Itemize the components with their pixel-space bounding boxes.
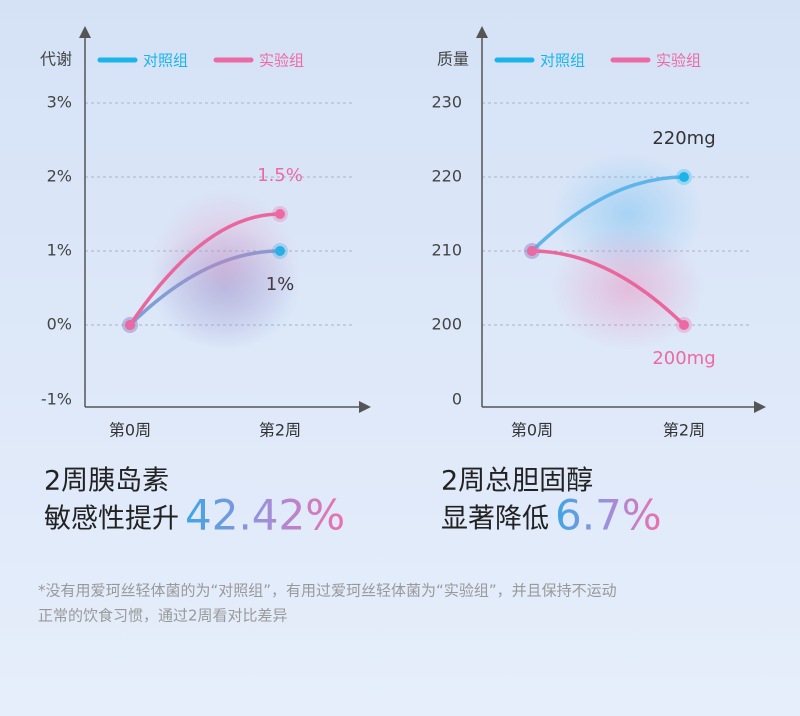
summary-highlight: 42.42% <box>185 491 345 540</box>
legend-label: 实验组 <box>259 52 304 70</box>
summary-text: 敏感性提升 <box>44 504 179 535</box>
value-label: 1.5% <box>257 165 303 186</box>
x-tick-label: 第0周 <box>109 421 151 440</box>
series-line <box>128 212 282 327</box>
value-label: 220mg <box>652 128 715 149</box>
point <box>527 246 537 256</box>
footnote: 正常的饮食习惯，通过2周看对比差异 <box>38 607 288 625</box>
point <box>679 172 689 182</box>
series-line <box>530 249 686 327</box>
x-tick-label: 第0周 <box>511 421 553 440</box>
value-label: 200mg <box>652 348 715 369</box>
point <box>679 320 689 330</box>
footnote: *没有用爱珂丝轻体菌的为“对照组”，有用过爱珂丝轻体菌为“实验组”，并且保持不运… <box>38 582 617 600</box>
summary-highlight: 6.7% <box>555 491 662 540</box>
y-tick-label: -1% <box>41 390 72 409</box>
y-tick-label: 2% <box>47 167 72 186</box>
y-tick-label: 220 <box>431 167 462 186</box>
summary-text: 2周总胆固醇 <box>441 466 593 497</box>
legend-label: 实验组 <box>656 52 701 70</box>
y-tick-label: 210 <box>431 241 462 260</box>
y-axis-label: 代谢 <box>40 50 72 69</box>
y-tick-label: 3% <box>47 93 72 112</box>
y-tick-label: 1% <box>47 241 72 260</box>
y-tick-label: 230 <box>431 93 462 112</box>
summary-text: 显著降低 <box>441 504 549 535</box>
y-tick-label: 200 <box>431 315 462 334</box>
series-line <box>530 175 686 253</box>
point <box>275 209 285 219</box>
glow <box>552 226 704 350</box>
y-tick-label: 0 <box>452 390 462 409</box>
legend-label: 对照组 <box>143 52 188 70</box>
x-tick-label: 第2周 <box>663 421 705 440</box>
chart: 质量 0 200 210 220 230 第0周 第2周 对照组 实验组 220mg 200mg <box>431 26 766 440</box>
x-tick-label: 第2周 <box>259 421 301 440</box>
y-tick-label: 0% <box>47 315 72 334</box>
y-axis-label: 质量 <box>437 50 469 69</box>
summary-text: 2周胰岛素 <box>44 466 169 497</box>
point <box>125 320 135 330</box>
glow <box>150 189 300 350</box>
legend-label: 对照组 <box>540 52 585 70</box>
